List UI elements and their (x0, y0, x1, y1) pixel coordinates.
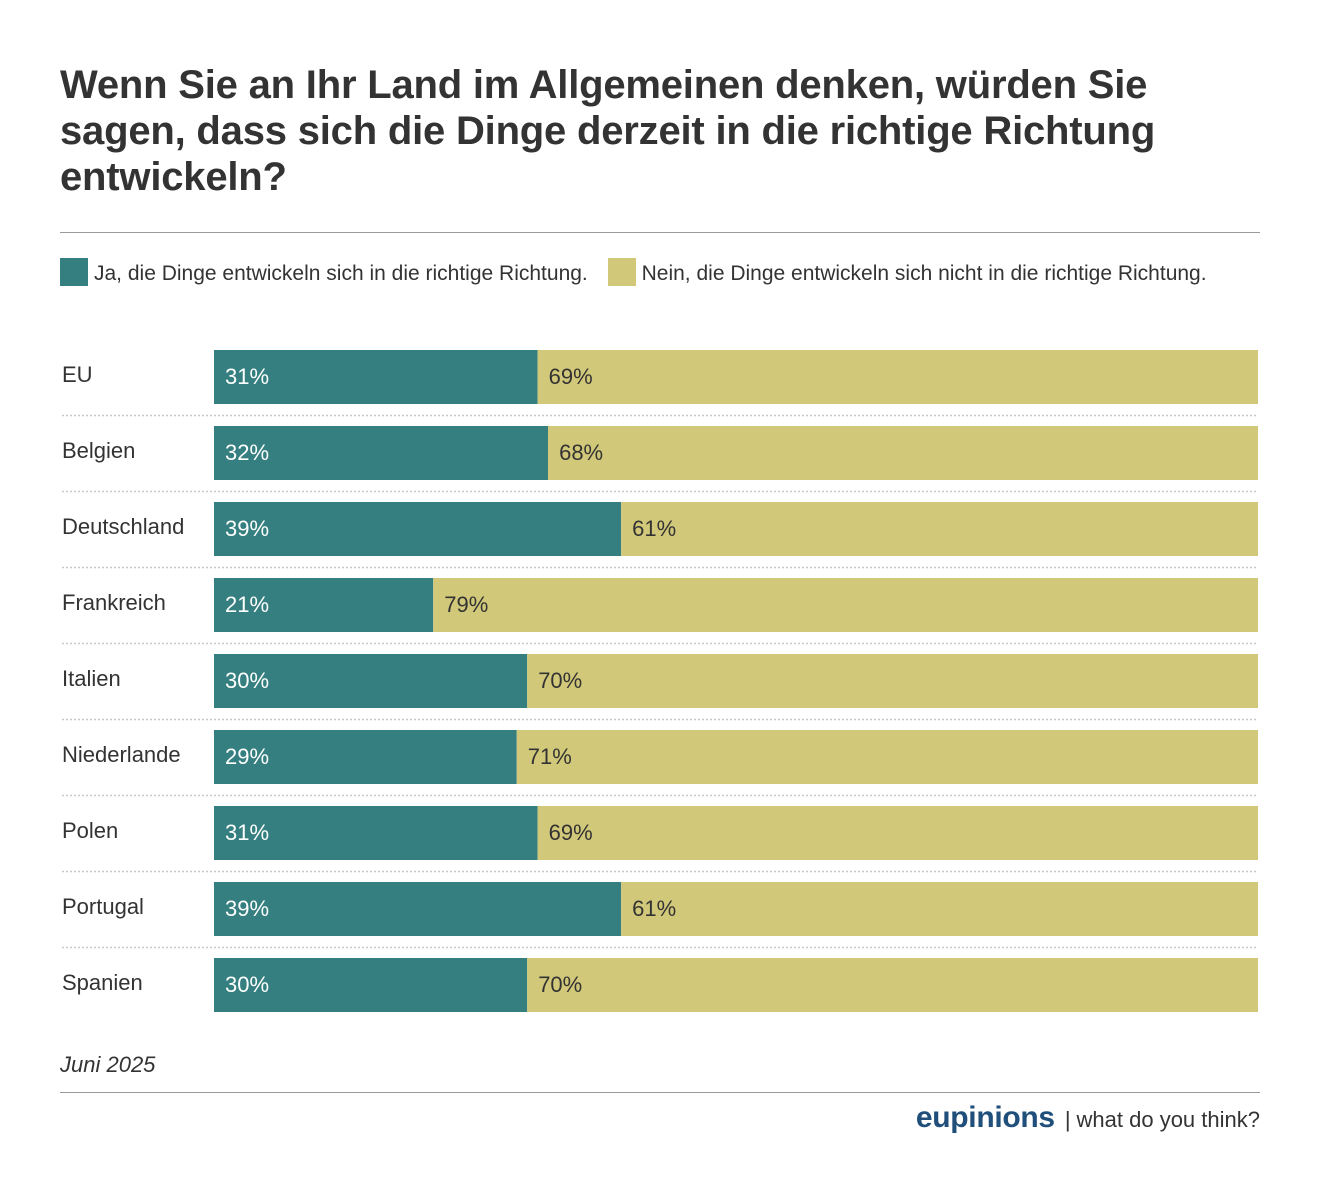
data-label-no: 61% (632, 516, 676, 541)
bar-segment-no (527, 654, 1258, 708)
bar-segment-yes (214, 502, 622, 556)
brand-logo: eupinions (915, 1101, 1055, 1134)
data-label-yes: 39% (225, 896, 269, 921)
data-label-no: 68% (559, 440, 603, 465)
legend-swatch-no (607, 258, 636, 286)
category-label: Portugal (62, 894, 144, 919)
data-label-yes: 30% (225, 668, 269, 693)
bar-segment-no (537, 806, 1258, 860)
bottom-divider (60, 1092, 1260, 1093)
category-label: Frankreich (62, 590, 166, 615)
bar-segment-yes (214, 806, 538, 860)
bar-segment-no (548, 426, 1258, 480)
data-label-no: 79% (444, 592, 488, 617)
bar-segment-yes (214, 654, 528, 708)
bar-segment-yes (214, 426, 549, 480)
data-label-no: 69% (549, 820, 593, 845)
data-label-yes: 31% (225, 820, 269, 845)
bar-segment-no (621, 882, 1258, 936)
bar-segment-yes (214, 730, 517, 784)
data-label-yes: 30% (225, 972, 269, 997)
data-label-yes: 21% (225, 592, 269, 617)
bar-segment-yes (214, 882, 622, 936)
bar-segment-no (516, 730, 1258, 784)
bar-segment-no (527, 958, 1258, 1012)
category-label: Deutschland (62, 514, 184, 539)
brand-footer: eupinions | what do you think? (916, 1100, 1260, 1138)
legend-item-yes: Ja, die Dinge entwickeln sich in die ric… (60, 258, 588, 286)
category-label: EU (62, 362, 93, 387)
brand-tagline: what do you think? (1076, 1107, 1260, 1132)
legend-label-no: Nein, die Dinge entwickeln sich nicht in… (641, 262, 1207, 285)
category-label: Italien (62, 666, 121, 691)
brand-separator: | (1064, 1107, 1071, 1132)
bar-segment-no (537, 350, 1258, 404)
data-label-no: 69% (549, 364, 593, 389)
category-label: Spanien (62, 970, 143, 995)
legend: Ja, die Dinge entwickeln sich in die ric… (60, 256, 1255, 291)
legend-item-no: Nein, die Dinge entwickeln sich nicht in… (607, 258, 1207, 286)
category-label: Polen (62, 818, 118, 843)
survey-date: Juni 2025 (60, 1052, 156, 1077)
bar-segment-yes (214, 350, 538, 404)
data-label-no: 71% (528, 744, 572, 769)
data-label-yes: 32% (225, 440, 269, 465)
legend-swatch-yes (60, 258, 88, 286)
legend-label-yes: Ja, die Dinge entwickeln sich in die ric… (94, 262, 588, 285)
bar-segment-yes (214, 958, 528, 1012)
data-label-yes: 31% (225, 364, 269, 389)
data-label-yes: 29% (225, 744, 269, 769)
bar-segment-no (621, 502, 1258, 556)
bar-segment-yes (214, 578, 434, 632)
data-label-no: 61% (632, 896, 676, 921)
category-label: Belgien (62, 438, 135, 463)
chart-title: Wenn Sie an Ihr Land im Allgemeinen denk… (60, 63, 1156, 199)
top-divider (60, 232, 1260, 233)
bar-segment-no (433, 578, 1258, 632)
category-label: Niederlande (62, 742, 181, 767)
data-label-yes: 39% (225, 516, 269, 541)
data-label-no: 70% (538, 972, 582, 997)
data-label-no: 70% (538, 668, 582, 693)
